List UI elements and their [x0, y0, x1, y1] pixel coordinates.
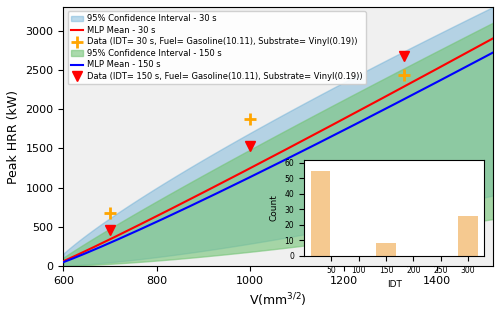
MLP Mean - 150 s [112, 239, 118, 242]
MLP Mean - 150 s [200, 198, 206, 202]
MLP Mean - 30 s [200, 191, 206, 194]
Line: Data (IDT= 150 s, Fuel= Gasoline(10.11), Substrate= Vinyl(0.19)): Data (IDT= 150 s, Fuel= Gasoline(10.11),… [105, 51, 409, 235]
MLP Mean - 30 s [112, 235, 118, 239]
MLP Mean - 30 s [330, 122, 336, 126]
Legend: 95% Confidence Interval - 30 s, MLP Mean - 30 s, Data (IDT= 30 s, Fuel= Gasoline: 95% Confidence Interval - 30 s, MLP Mean… [68, 11, 366, 84]
Data (IDT= 30 s, Fuel= Gasoline(10.11), Substrate= Vinyl(0.19)) [107, 211, 113, 215]
MLP Mean - 150 s [370, 113, 376, 117]
Y-axis label: Peak HRR (kW): Peak HRR (kW) [7, 89, 20, 184]
Data (IDT= 30 s, Fuel= Gasoline(10.11), Substrate= Vinyl(0.19)) [402, 73, 407, 76]
Line: MLP Mean - 30 s: MLP Mean - 30 s [64, 38, 493, 261]
MLP Mean - 150 s [490, 51, 496, 54]
Data (IDT= 150 s, Fuel= Gasoline(10.11), Substrate= Vinyl(0.19)) [107, 228, 113, 232]
Line: Data (IDT= 30 s, Fuel= Gasoline(10.11), Substrate= Vinyl(0.19)): Data (IDT= 30 s, Fuel= Gasoline(10.11), … [104, 68, 410, 219]
Line: MLP Mean - 150 s: MLP Mean - 150 s [64, 52, 493, 262]
MLP Mean - 30 s [372, 100, 378, 104]
MLP Mean - 30 s [490, 36, 496, 40]
Data (IDT= 30 s, Fuel= Gasoline(10.11), Substrate= Vinyl(0.19)) [247, 117, 253, 121]
MLP Mean - 30 s [60, 259, 66, 263]
MLP Mean - 150 s [330, 133, 336, 137]
Data (IDT= 150 s, Fuel= Gasoline(10.11), Substrate= Vinyl(0.19)) [247, 144, 253, 148]
Data (IDT= 150 s, Fuel= Gasoline(10.11), Substrate= Vinyl(0.19)) [402, 54, 407, 58]
X-axis label: V(mm$^{3/2}$): V(mm$^{3/2}$) [250, 291, 307, 309]
MLP Mean - 150 s [230, 183, 236, 187]
MLP Mean - 150 s [372, 112, 378, 116]
MLP Mean - 30 s [230, 175, 236, 179]
MLP Mean - 30 s [370, 101, 376, 105]
MLP Mean - 150 s [60, 260, 66, 264]
